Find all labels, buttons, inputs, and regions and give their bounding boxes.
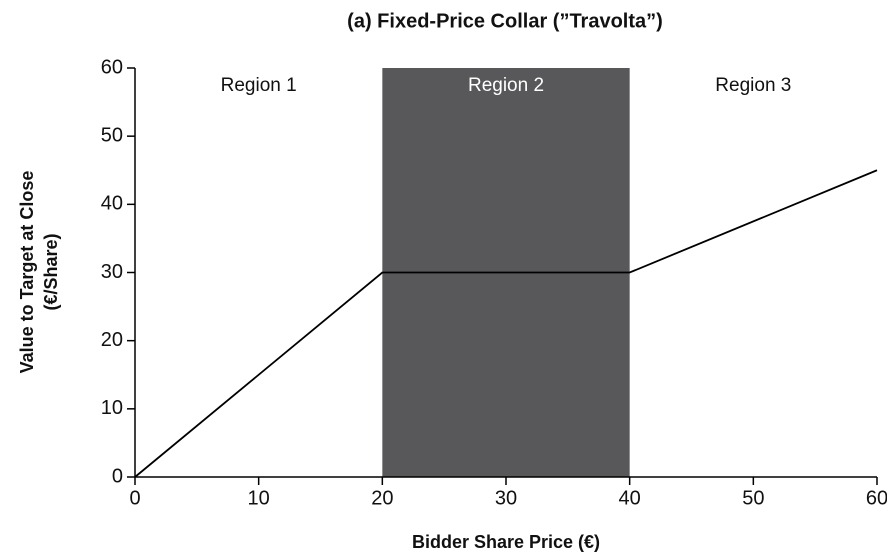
x-tick-label: 50 bbox=[742, 487, 764, 509]
region-label: Region 3 bbox=[715, 75, 791, 96]
chart-title: (a) Fixed-Price Collar (”Travolta”) bbox=[347, 10, 663, 32]
y-axis-label: Value to Target at Close bbox=[17, 171, 37, 374]
region bbox=[630, 68, 877, 477]
y-tick-label: 50 bbox=[101, 124, 123, 146]
x-tick-label: 20 bbox=[371, 487, 393, 509]
region-label: Region 2 bbox=[468, 75, 544, 96]
y-tick-label: 60 bbox=[101, 56, 123, 78]
x-tick-label: 40 bbox=[619, 487, 641, 509]
x-tick-label: 30 bbox=[495, 487, 517, 509]
region bbox=[135, 68, 382, 477]
x-tick-label: 60 bbox=[866, 487, 887, 509]
y-tick-label: 10 bbox=[101, 397, 123, 419]
y-tick-label: 20 bbox=[101, 329, 123, 351]
y-tick-label: 30 bbox=[101, 261, 123, 283]
x-tick-label: 10 bbox=[248, 487, 270, 509]
region-label: Region 1 bbox=[221, 75, 297, 96]
x-tick-label: 0 bbox=[129, 487, 140, 509]
x-axis-label: Bidder Share Price (€) bbox=[412, 532, 600, 552]
y-tick-label: 0 bbox=[112, 465, 123, 487]
y-tick-label: 40 bbox=[101, 193, 123, 215]
line bbox=[134, 169, 878, 478]
y-axis-label: (€/Share) bbox=[41, 233, 61, 310]
